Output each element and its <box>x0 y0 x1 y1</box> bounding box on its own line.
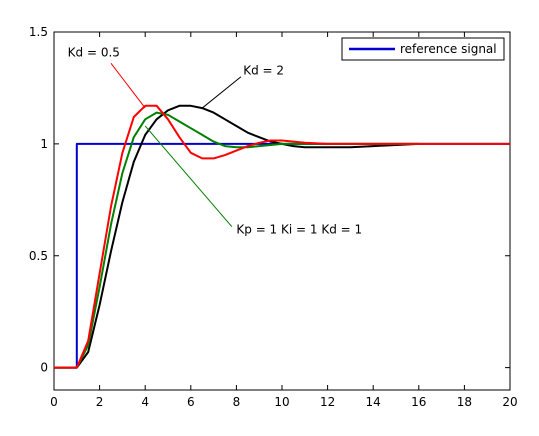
y-tick-label: 1.5 <box>29 25 48 39</box>
x-tick-label: 16 <box>411 395 426 409</box>
annotation-label-kd05: Kd = 0.5 <box>68 46 120 60</box>
x-tick-label: 10 <box>274 395 289 409</box>
annotation-layer: Kd = 0.5 Kd = 2 Kp = 1 Ki = 1 Kd = 1 <box>68 46 362 237</box>
plot-area <box>53 31 511 391</box>
x-tick-label: 18 <box>457 395 472 409</box>
y-tick-label: 0.5 <box>29 249 48 263</box>
x-tick-label: 0 <box>50 395 58 409</box>
annotation-label-kp: Kp = 1 Ki = 1 Kd = 1 <box>236 222 362 236</box>
x-tick-label: 6 <box>187 395 195 409</box>
legend-box <box>341 37 505 61</box>
y-tick-label: 1 <box>40 137 48 151</box>
series-3 <box>54 104 510 369</box>
legend-label-reference-signal: reference signal <box>400 42 497 56</box>
x-tick-label: 20 <box>502 395 517 409</box>
x-tick-label: 14 <box>366 395 381 409</box>
annotation-label-kd2: Kd = 2 <box>243 64 284 78</box>
x-axis: 0 2 4 6 8 10 12 14 16 18 20 <box>50 32 518 409</box>
annotation-arrow-kd2 <box>201 76 242 109</box>
series-layer <box>54 104 510 369</box>
x-tick-label: 2 <box>96 395 104 409</box>
annotation-arrow-kd05 <box>110 63 146 109</box>
x-tick-label: 8 <box>233 395 241 409</box>
series-1 <box>54 104 419 369</box>
y-tick-label: 0 <box>40 361 48 375</box>
annotation-arrow-kp <box>144 125 233 227</box>
x-tick-label: 12 <box>320 395 335 409</box>
x-tick-label: 4 <box>141 395 149 409</box>
legend: reference signal <box>341 37 505 61</box>
y-axis: 0 0.5 1 1.5 <box>29 25 510 375</box>
